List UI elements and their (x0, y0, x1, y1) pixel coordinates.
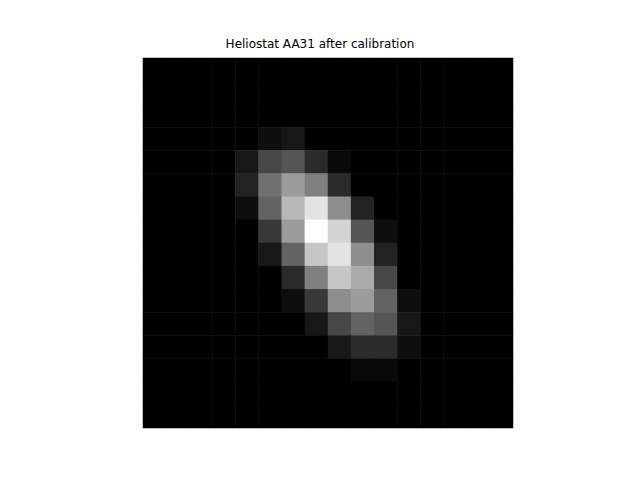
svg-text:Heliostat AA31 after calibrati: Heliostat AA31 after calibration (226, 37, 415, 51)
